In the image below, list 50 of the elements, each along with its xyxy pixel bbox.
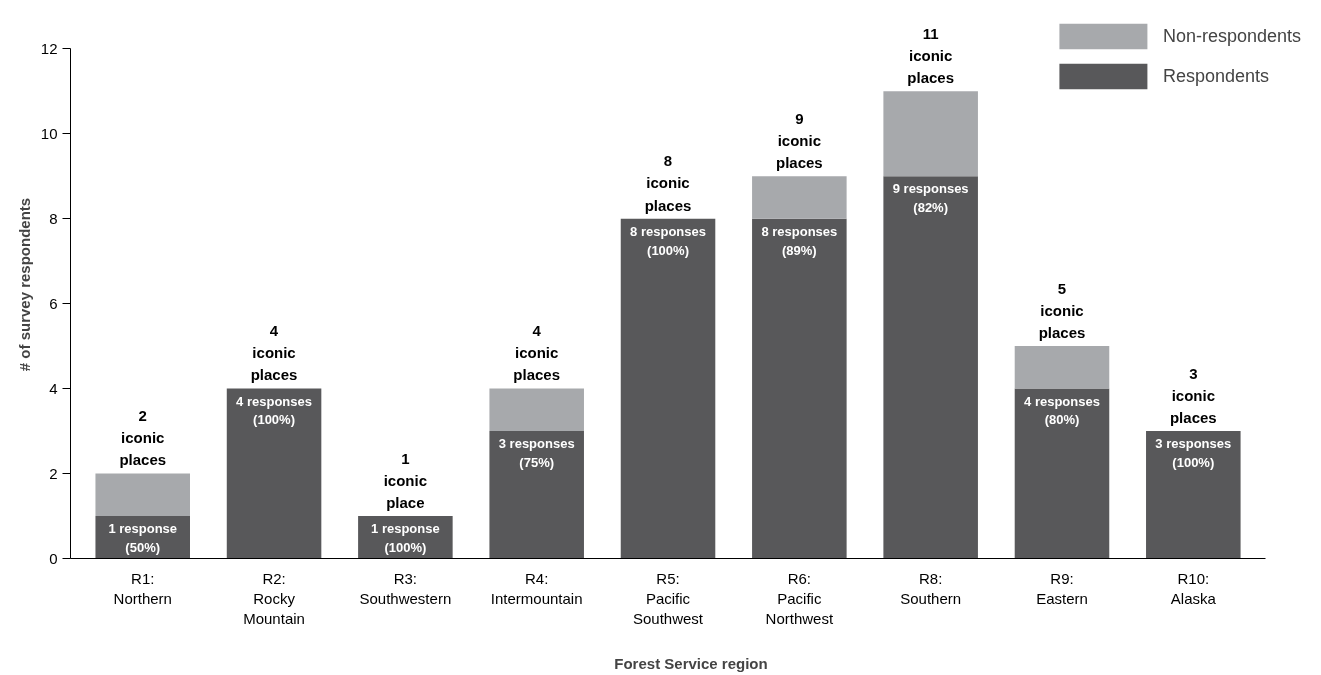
y-tick-label: 4 — [49, 379, 58, 397]
bar — [489, 388, 584, 432]
x-tick-label: R6: Pacific Northwest — [765, 569, 834, 628]
y-tick-label: 0 — [49, 549, 58, 567]
data-label: 1 response (50%) — [108, 521, 178, 555]
x-tick-label: R4: Intermountain — [490, 569, 583, 607]
x-tick-label: R9: Eastern — [1036, 569, 1088, 607]
x-tick-label: R5: Pacific Southwest — [633, 569, 704, 628]
total-label: 4 iconic places — [513, 322, 561, 384]
legend-label: Respondents — [1162, 65, 1269, 87]
total-label: 11 iconic places — [907, 24, 955, 87]
total-label: 2 iconic places — [119, 407, 167, 469]
bar — [752, 218, 847, 559]
bar — [489, 431, 584, 559]
bar — [95, 473, 190, 517]
bar — [883, 176, 978, 559]
data-label: 3 responses (100%) — [1155, 436, 1232, 470]
y-tick-label: 12 — [40, 39, 58, 57]
x-tick-label: R10: Alaska — [1170, 569, 1217, 607]
y-tick-label: 6 — [49, 294, 58, 312]
bar — [752, 176, 847, 219]
total-label: 3 iconic places — [1169, 364, 1217, 426]
x-tick-label: R8: Southern — [900, 569, 962, 607]
bar — [1146, 431, 1241, 559]
x-tick-label: R2: Rocky Mountain — [243, 569, 305, 628]
total-label: 8 iconic places — [644, 152, 692, 214]
total-label: 9 iconic places — [775, 109, 823, 172]
bar — [1014, 346, 1110, 389]
data-label: 8 responses (89%) — [761, 223, 838, 258]
data-label: 1 response (100%) — [371, 521, 440, 555]
data-label: 3 responses (75%) — [498, 436, 575, 470]
total-label: 4 iconic places — [250, 322, 298, 384]
y-tick-label: 2 — [49, 464, 58, 482]
total-label: 5 iconic places — [1038, 279, 1086, 341]
data-label: 9 responses (82%) — [892, 181, 969, 216]
x-tick-label: R1: Northern — [113, 569, 172, 607]
bar — [883, 91, 978, 177]
data-label: 4 responses (100%) — [236, 393, 312, 428]
bar — [620, 218, 716, 559]
y-axis-title: # of survey respondents — [15, 197, 33, 372]
x-axis-title: Forest Service region — [614, 655, 768, 673]
total-label: 1 iconic place — [383, 449, 428, 511]
data-label: 4 responses (80%) — [1024, 393, 1100, 428]
bar — [1014, 388, 1110, 559]
x-tick-label: R3: Southwestern — [359, 569, 452, 607]
legend-label: Non-respondents — [1162, 25, 1301, 47]
bar — [226, 388, 322, 559]
y-tick-label: 8 — [49, 209, 58, 227]
y-tick-label: 10 — [40, 124, 58, 142]
data-label: 8 responses (100%) — [630, 223, 706, 258]
